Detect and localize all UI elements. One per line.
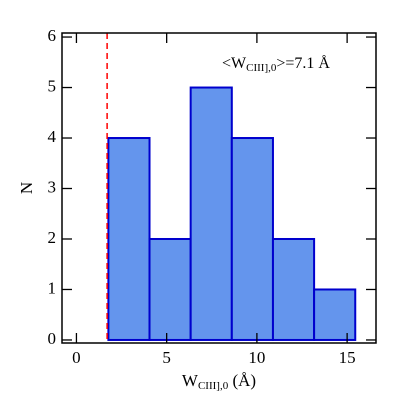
bar — [189, 86, 233, 341]
bar — [313, 288, 357, 341]
bar — [230, 137, 274, 341]
y-tick-label: 4 — [48, 127, 57, 146]
bar — [148, 237, 192, 341]
x-tick-label: 15 — [339, 348, 356, 367]
y-axis-label: N — [17, 182, 36, 194]
y-tick-label: 5 — [48, 76, 57, 95]
x-tick-label: 0 — [72, 348, 81, 367]
y-tick-label: 3 — [48, 177, 57, 196]
x-tick-label: 10 — [248, 348, 265, 367]
x-label-main: W — [182, 371, 199, 390]
bar — [107, 137, 151, 341]
x-label-sub: CIII],0 — [198, 380, 229, 392]
x-tick-label: 5 — [162, 348, 171, 367]
annotation-suffix: >=7.1 Å — [276, 54, 330, 72]
x-axis-label: WCIII],0 (Å) — [182, 371, 256, 392]
x-label-suffix: (Å) — [228, 371, 256, 390]
y-tick-label: 1 — [48, 278, 57, 297]
y-tick-label: 2 — [48, 228, 57, 247]
annotation: <WCIII],0>=7.1 Å — [222, 54, 330, 74]
bar — [271, 237, 316, 341]
annotation-sub: CIII],0 — [246, 62, 277, 74]
annotation-prefix: <W — [222, 55, 247, 72]
y-tick-label: 6 — [48, 26, 57, 45]
y-tick-label: 0 — [48, 329, 57, 348]
